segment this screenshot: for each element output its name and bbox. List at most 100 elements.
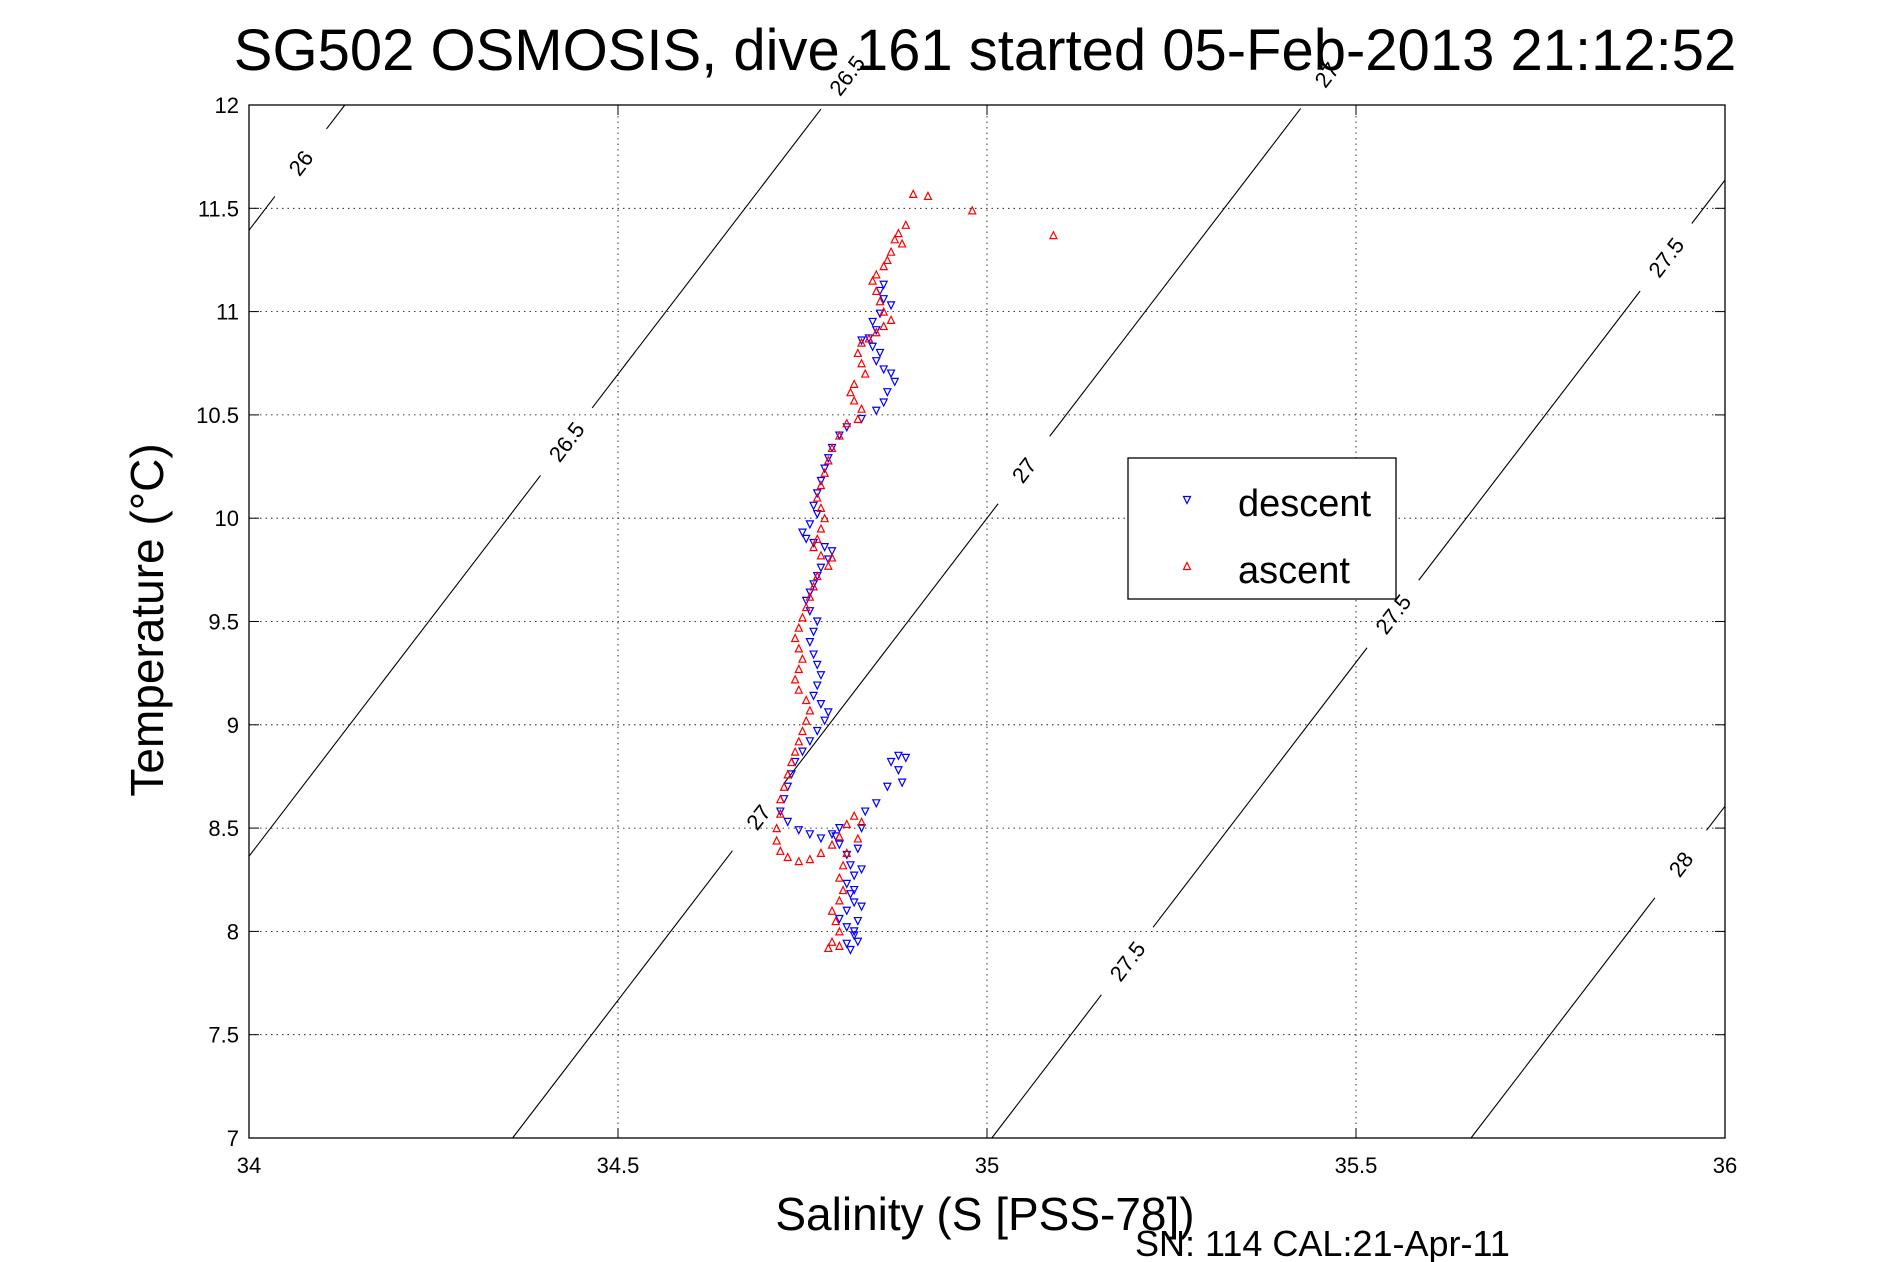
descent-point (834, 824, 844, 833)
y-tick-label: 9.5 (208, 610, 239, 635)
descent-point (812, 617, 822, 627)
y-tick-label: 10.5 (196, 403, 239, 428)
legend-marker-descent (1182, 495, 1192, 505)
ascent-point (1048, 230, 1058, 240)
ascent-point (834, 831, 844, 841)
descent-point (794, 826, 804, 836)
ascent-point (893, 228, 903, 238)
ascent-point (801, 715, 811, 725)
ascent-point (857, 358, 867, 368)
descent-point (805, 830, 815, 840)
density-contour-line (248, 196, 276, 231)
ascent-point (834, 941, 844, 950)
descent-point (857, 902, 867, 912)
descent-point (834, 840, 844, 850)
x-axis-label: Salinity (S [PSS-78]) (775, 1188, 1194, 1240)
descent-point (827, 547, 837, 557)
legend-box (1127, 457, 1397, 600)
descent-point (816, 476, 826, 486)
ascent-point (794, 736, 804, 746)
density-contour-label: 27.5 (1643, 233, 1689, 282)
y-tick-label: 10 (215, 506, 239, 531)
x-tick-label: 34 (237, 1153, 261, 1178)
chart-title: SG502 OSMOSIS, dive 161 started 05-Feb-2… (234, 18, 1736, 83)
ascent-point (786, 757, 796, 767)
ascent-point (868, 275, 878, 285)
density-contour-line (1470, 897, 1656, 1139)
y-tick-label: 9 (227, 713, 239, 738)
ascent-point (816, 848, 826, 857)
ascent-point (816, 523, 826, 533)
descent-point (897, 778, 907, 788)
descent-point (882, 782, 892, 792)
descent-point (842, 939, 852, 949)
descent-point (827, 830, 837, 840)
y-axis-ticks: 7 7.5 8 8.5 9 9.5 10 10.5 11 11.5 12 (196, 93, 1725, 1151)
legend: descent ascent (1127, 457, 1397, 600)
ascent-point (805, 854, 815, 864)
ascent-point (842, 418, 852, 428)
x-tick-label: 35.5 (1335, 1153, 1378, 1178)
descent-point (812, 681, 822, 691)
density-contour-line (512, 850, 733, 1139)
descent-point (801, 596, 811, 606)
density-contour-label: 26.5 (544, 417, 590, 466)
ascent-point (908, 188, 918, 198)
ascent-point (775, 845, 785, 855)
descent-point (820, 716, 830, 726)
y-tick-label: 7 (227, 1126, 239, 1151)
descent-point (868, 342, 878, 352)
ascent-point (901, 219, 911, 229)
descent-point (805, 520, 815, 530)
descent-point (845, 861, 855, 871)
descent-point (823, 708, 833, 718)
descent-point (812, 489, 822, 499)
ascent-point (857, 403, 867, 413)
descent-point (901, 753, 911, 763)
descent-point (809, 501, 819, 511)
x-tick-label: 34.5 (597, 1153, 640, 1178)
y-tick-label: 8.5 (208, 816, 239, 841)
ascent-point (886, 246, 896, 256)
density-contour-line (1049, 108, 1302, 437)
ascent-point (827, 905, 837, 915)
descent-point (809, 627, 819, 637)
descent-point (845, 890, 855, 900)
ascent-point (890, 234, 900, 244)
density-contour-line (1418, 290, 1641, 581)
x-tick-label: 36 (1713, 1153, 1737, 1178)
descent-point (868, 317, 878, 327)
descent-point (820, 543, 830, 552)
ascent-point (834, 430, 844, 440)
descent-point (842, 879, 852, 889)
descent-point (853, 916, 863, 926)
descent-point (805, 737, 815, 747)
descent-point (809, 650, 819, 660)
ascent-point (794, 622, 804, 632)
ascent-point (864, 333, 874, 343)
ascent-point (823, 455, 833, 465)
ascent-point (798, 726, 807, 736)
ascent-point (853, 348, 863, 358)
y-tick-label: 12 (215, 93, 239, 118)
descent-point (816, 700, 826, 709)
descent-point (845, 945, 855, 955)
density-contour-label: 28 (1664, 847, 1699, 882)
ascent-point (860, 368, 870, 378)
ascent-point (812, 492, 822, 502)
ascent-point (816, 503, 826, 512)
ascent-point (805, 591, 815, 601)
legend-marker-ascent (1182, 561, 1192, 571)
ascent-point (790, 633, 800, 643)
ascent-point (801, 602, 811, 612)
descent-point (886, 301, 896, 311)
density-contour-line (1706, 805, 1726, 831)
ascent-point (809, 542, 819, 552)
ascent-point (794, 664, 804, 674)
ascent-point (853, 414, 863, 424)
descent-point (849, 927, 859, 937)
calibration-footnote: SN: 114 CAL:21-Apr-11 (1135, 1223, 1510, 1262)
descent-point (801, 534, 811, 544)
ascent-point (834, 926, 844, 936)
density-contour-label: 27 (741, 800, 776, 835)
